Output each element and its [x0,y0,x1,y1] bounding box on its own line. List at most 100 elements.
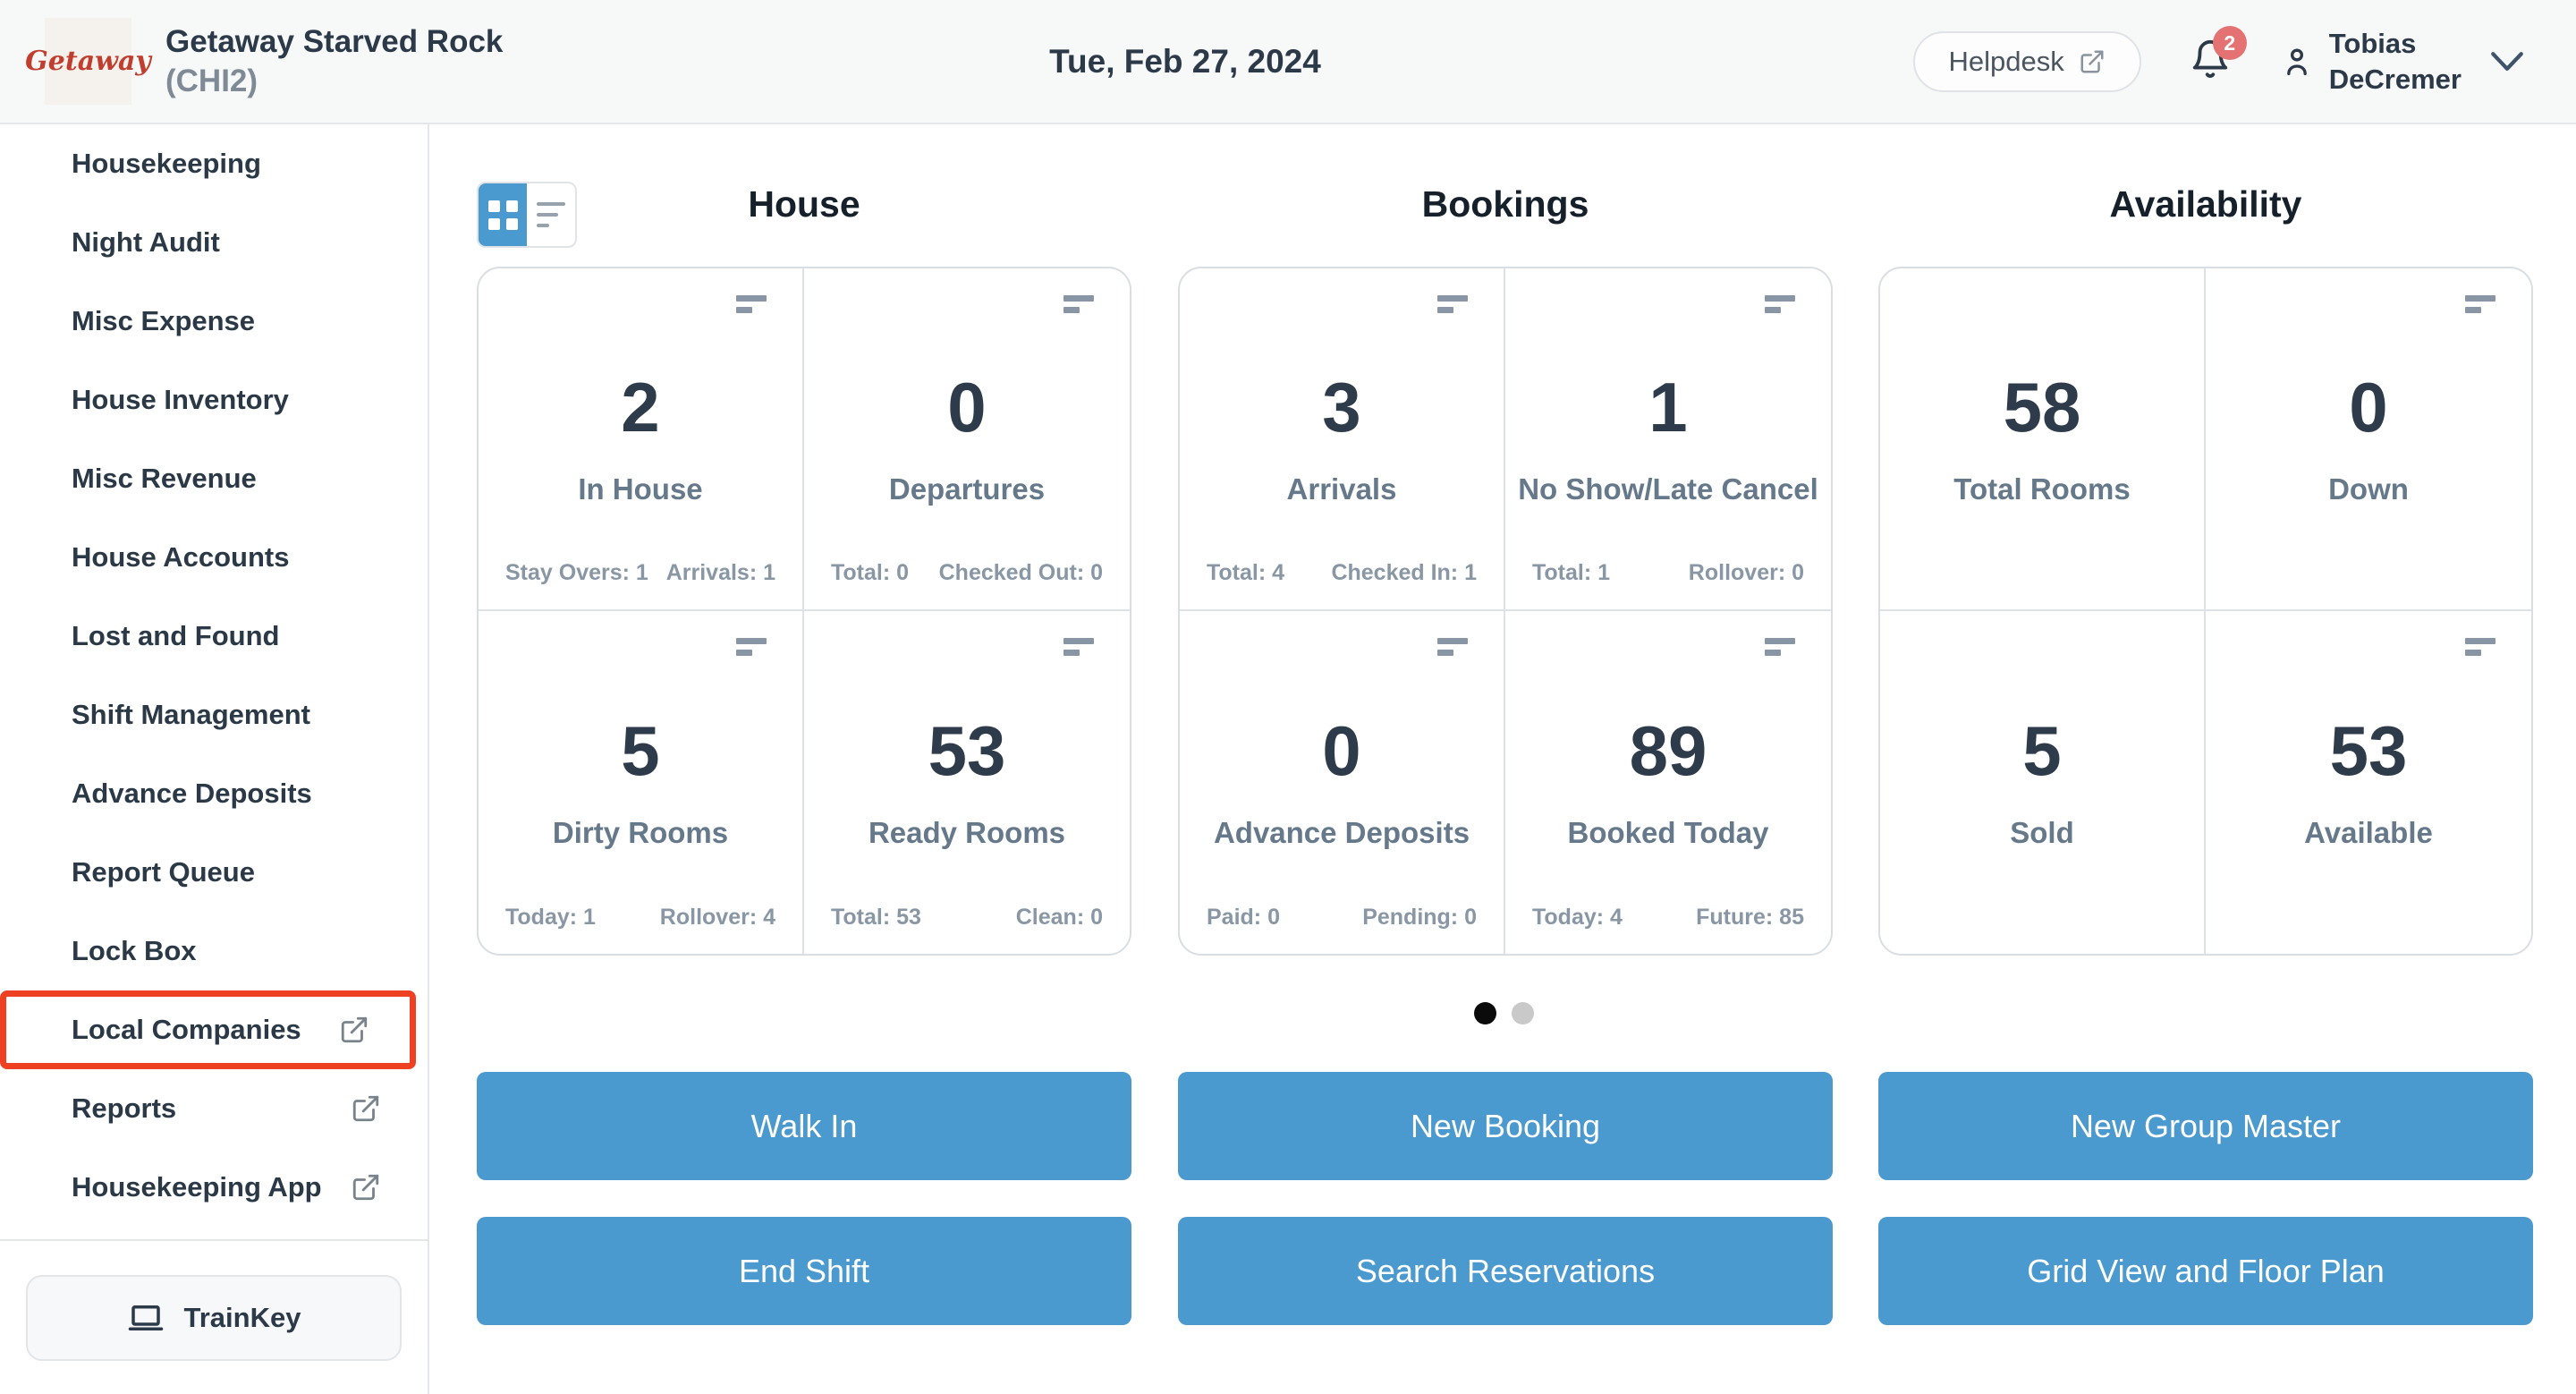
section-title: House [748,183,860,225]
top-bar: Getaway Getaway Starved Rock (CHI2) Tue,… [0,0,2576,124]
top-bar-right: Helpdesk 2 Tobias DeCremer [1912,26,2526,97]
section-title: Availability [2109,183,2302,225]
stat-footer-right: Future: 85 [1696,905,1804,930]
stat-card-booked-today: 89 Booked Today Today: 4 Future: 85 [1505,611,1831,954]
stat-label: Ready Rooms [868,815,1066,849]
action-button-new-booking[interactable]: New Booking [1178,1072,1833,1180]
sidebar-item-misc-expense[interactable]: Misc Expense [0,282,428,361]
stat-footer-right: Rollover: 4 [659,905,775,930]
external-link-icon [339,1015,369,1045]
action-button-grid-view-and-floor-plan[interactable]: Grid View and Floor Plan [1878,1217,2533,1325]
stat-value: 1 [1648,367,1688,446]
trainkey-label: TrainKey [183,1301,301,1333]
carousel-dots [431,1002,2576,1024]
bar-stats-icon[interactable] [2465,638,2496,656]
action-button-end-shift[interactable]: End Shift [477,1217,1131,1325]
sidebar-footer: TrainKey [0,1239,428,1394]
stat-card-available: 53 Available [2206,611,2531,954]
sidebar: Housekeeping Night Audit Misc Expense Ho… [0,124,429,1394]
carousel-dot-1[interactable] [1473,1002,1496,1024]
bar-stats-icon[interactable] [1437,295,1468,313]
sidebar-item-lock-box[interactable]: Lock Box [0,912,428,990]
dashboard-columns: House 2 In House Stay Overs: 1 Arrivals:… [431,124,2576,1394]
grid-view-toggle[interactable] [479,183,527,246]
bar-stats-icon[interactable] [1765,638,1795,656]
stat-footer: Total: 0 Checked Out: 0 [831,560,1103,586]
person-icon [2279,44,2315,80]
external-link-icon [351,1172,381,1203]
sidebar-item-housekeeping[interactable]: Housekeeping [0,124,428,203]
chevron-down-icon [2488,50,2526,73]
sidebar-item-label: Report Queue [72,856,255,888]
stat-card-sold: 5 Sold [1880,611,2206,954]
sidebar-item-label: Housekeeping App [72,1171,322,1203]
helpdesk-label: Helpdesk [1948,45,2064,77]
brand: Getaway Getaway Starved Rock (CHI2) [25,18,503,105]
stat-footer-left: Paid: 0 [1207,905,1280,930]
bar-stats-icon[interactable] [736,638,767,656]
grid-view-icon [487,200,518,230]
stat-footer: Stay Overs: 1 Arrivals: 1 [505,560,775,586]
sidebar-item-local-companies[interactable]: Local Companies [0,990,416,1069]
user-menu[interactable]: Tobias DeCremer [2279,26,2526,97]
bar-stats-icon[interactable] [736,295,767,313]
stat-footer-right: Clean: 0 [1015,905,1103,930]
sidebar-item-house-accounts[interactable]: House Accounts [0,518,428,597]
helpdesk-button[interactable]: Helpdesk [1912,30,2141,92]
sidebar-item-label: Misc Revenue [72,463,257,494]
bar-stats-icon[interactable] [1437,638,1468,656]
stat-card-advance-deposits: 0 Advance Deposits Paid: 0 Pending: 0 [1180,611,1505,954]
bar-stats-icon[interactable] [1063,295,1094,313]
stat-footer-right: Checked In: 1 [1331,560,1477,585]
sidebar-item-lost-and-found[interactable]: Lost and Found [0,597,428,676]
stat-label: No Show/Late Cancel [1518,472,1818,506]
logo-text: Getaway [25,46,151,77]
column-actions: New Booking Search Reservations [1178,1072,1833,1325]
stat-footer-left: Total: 1 [1532,560,1611,585]
stat-label: Booked Today [1567,815,1769,849]
stat-value: 53 [2329,710,2408,790]
sidebar-item-misc-revenue[interactable]: Misc Revenue [0,439,428,518]
sidebar-item-shift-management[interactable]: Shift Management [0,676,428,754]
carousel-dot-2[interactable] [1511,1002,1534,1024]
action-button-new-group-master[interactable]: New Group Master [1878,1072,2533,1180]
bar-stats-icon[interactable] [1765,295,1795,313]
dashboard: House 2 In House Stay Overs: 1 Arrivals:… [431,124,2576,1394]
stat-value: 53 [928,710,1006,790]
stat-value: 58 [2003,367,2081,446]
stat-value: 5 [621,710,660,790]
sidebar-nav: Housekeeping Night Audit Misc Expense Ho… [0,124,428,1227]
trainkey-button[interactable]: TrainKey [26,1274,402,1361]
external-link-icon [351,1093,381,1124]
stat-card-dirty-rooms: 5 Dirty Rooms Today: 1 Rollover: 4 [479,611,804,954]
list-view-toggle[interactable] [527,183,575,246]
stat-label: Arrivals [1286,472,1397,506]
sidebar-item-label: Night Audit [72,226,220,258]
sidebar-item-advance-deposits[interactable]: Advance Deposits [0,754,428,833]
sidebar-item-night-audit[interactable]: Night Audit [0,203,428,282]
user-name: Tobias DeCremer [2329,26,2462,97]
stat-footer: Total: 53 Clean: 0 [831,905,1103,931]
sidebar-item-label: Lost and Found [72,620,280,651]
bar-stats-icon[interactable] [1063,638,1094,656]
sidebar-item-house-inventory[interactable]: House Inventory [0,361,428,439]
stat-card-ready-rooms: 53 Ready Rooms Total: 53 Clean: 0 [804,611,1130,954]
bar-stats-icon[interactable] [2465,295,2496,313]
stat-footer-right: Rollover: 0 [1688,560,1804,585]
column-actions: New Group Master Grid View and Floor Plan [1878,1072,2533,1325]
stat-footer-left: Today: 1 [505,905,596,930]
sidebar-item-reports[interactable]: Reports [0,1069,428,1148]
stat-footer-left: Stay Overs: 1 [505,560,648,585]
property-code: (CHI2) [165,63,258,98]
stat-value: 2 [621,367,660,446]
sidebar-item-housekeeping-app[interactable]: Housekeeping App [0,1148,428,1227]
stat-value: 0 [2349,367,2388,446]
action-button-walk-in[interactable]: Walk In [477,1072,1131,1180]
notifications-button[interactable]: 2 [2190,26,2247,84]
stat-label: Dirty Rooms [552,815,729,849]
stat-footer-left: Total: 53 [831,905,921,930]
stat-value: 0 [947,367,987,446]
action-button-search-reservations[interactable]: Search Reservations [1178,1217,1833,1325]
sidebar-item-report-queue[interactable]: Report Queue [0,833,428,912]
